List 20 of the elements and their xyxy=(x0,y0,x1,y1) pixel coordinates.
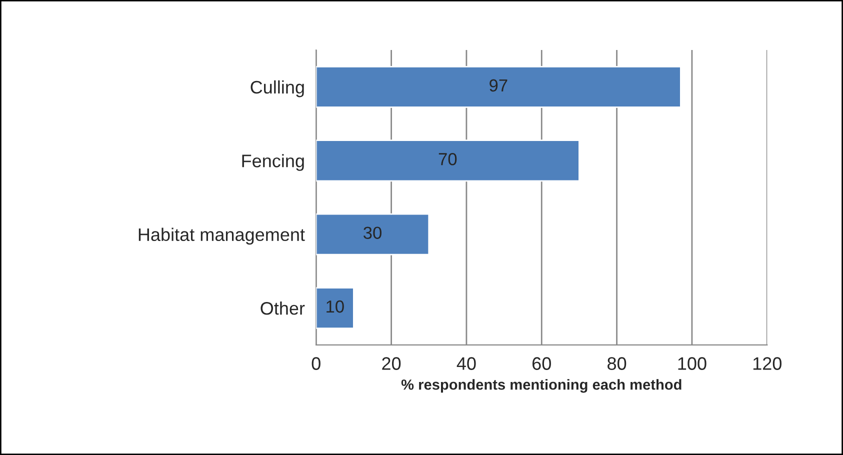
y-tick-label: Habitat management xyxy=(138,228,305,245)
x-tick-label: 100 xyxy=(678,357,706,370)
data-label: 10 xyxy=(326,300,344,313)
bar xyxy=(316,66,682,108)
x-axis-title: % respondents mentioning each method xyxy=(401,379,682,393)
bar xyxy=(316,140,580,182)
x-tick-label: 40 xyxy=(456,357,476,370)
data-label: 30 xyxy=(364,226,382,239)
bar xyxy=(316,213,430,256)
x-tick-label: 60 xyxy=(532,357,551,370)
y-tick-label: Culling xyxy=(250,80,304,98)
x-tick-label: 20 xyxy=(382,357,401,370)
x-tick-label: 80 xyxy=(608,357,626,370)
x-tick-label: 120 xyxy=(753,357,782,370)
data-label: 70 xyxy=(438,152,457,166)
bar xyxy=(316,287,354,329)
x-tick-label: 0 xyxy=(312,357,320,370)
y-tick-label: Other xyxy=(260,301,305,315)
y-tick-label: Fencing xyxy=(242,154,304,171)
data-label: 97 xyxy=(490,79,508,92)
